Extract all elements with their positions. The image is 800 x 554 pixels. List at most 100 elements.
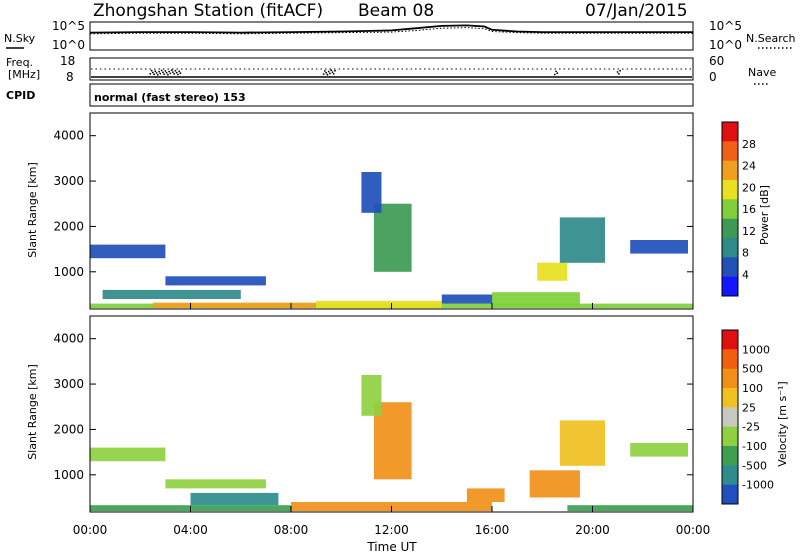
- freq-mark: [618, 73, 620, 75]
- y-tick-label: 1000: [53, 468, 84, 482]
- noise-ytick-top-right: 10^5: [709, 19, 742, 33]
- noise-ytick-bottom-right: 10^0: [709, 38, 742, 52]
- freq-mark: [322, 73, 325, 75]
- freq-mark: [619, 69, 621, 72]
- velocity-y-ticks: 1000 2000 3000 4000: [53, 332, 693, 482]
- n-sky-label: N.Sky: [4, 32, 36, 45]
- freq-ytick-bottom: 8: [66, 70, 74, 84]
- time-axis-label: Time UT: [366, 540, 417, 554]
- freq-mark: [165, 71, 168, 74]
- y-tick-label: 2000: [53, 219, 84, 233]
- freq-mark: [164, 70, 167, 72]
- velocity-colorbar: -1000 -500 -100 -25 25 100 500 1000: [721, 329, 774, 505]
- noise-ytick-top: 10^5: [52, 19, 85, 33]
- freq-scatter-marks: [149, 69, 621, 76]
- freq-mark: [325, 71, 328, 74]
- colorbar-swatch: [722, 122, 738, 142]
- colorbar-swatch: [722, 426, 738, 447]
- freq-mark: [151, 71, 154, 74]
- station-title: Zhongshan Station (fitACF): [93, 1, 323, 21]
- y-tick-label: 1000: [53, 265, 84, 279]
- colorbar-tick: -25: [742, 421, 760, 434]
- cpid-panel-frame: [89, 83, 694, 107]
- colorbar-swatch: [722, 180, 738, 200]
- power-ylabel: Slant Range [km]: [26, 162, 39, 258]
- colorbar-tick: 16: [742, 203, 756, 216]
- freq-mark: [177, 73, 179, 76]
- freq-mark: [162, 71, 164, 74]
- freq-mark: [175, 71, 178, 74]
- power-heatmap-cells: [90, 172, 693, 309]
- colorbar-swatch: [722, 141, 738, 162]
- heatmap-region: [466, 488, 505, 502]
- noise-ytick-bottom: 10^0: [52, 38, 85, 52]
- freq-panel-frame: [89, 57, 694, 81]
- colorbar-tick: 20: [742, 181, 756, 194]
- colorbar-frame: [721, 329, 739, 505]
- freq-mark: [156, 74, 159, 76]
- heatmap-region: [559, 217, 605, 263]
- freq-label-line2: [MHz]: [8, 68, 40, 81]
- colorbar-tick: 24: [742, 160, 756, 173]
- freq-mark: [168, 70, 171, 73]
- colorbar-tick: 28: [742, 138, 756, 151]
- freq-mark: [330, 69, 333, 72]
- time-tick-label: 12:00: [374, 523, 409, 537]
- nave-ytick-bottom: 0: [709, 70, 717, 84]
- heatmap-region: [316, 300, 442, 309]
- freq-ytick-top: 18: [60, 54, 75, 68]
- freq-mark: [616, 71, 619, 73]
- n-search-trace: [89, 27, 693, 35]
- freq-mark: [163, 73, 166, 75]
- freq-mark: [174, 69, 177, 72]
- freq-mark: [326, 73, 329, 76]
- time-tick-label: 00:00: [73, 523, 108, 537]
- heatmap-region: [102, 289, 241, 299]
- heatmap-region: [630, 240, 688, 254]
- nave-ytick-top: 60: [709, 54, 724, 68]
- colorbar-swatch: [722, 349, 738, 370]
- freq-mark: [173, 73, 176, 75]
- colorbar-swatch: [722, 407, 738, 428]
- time-tick-label: 16:00: [475, 523, 510, 537]
- power-colorbar-label: Power [dB]: [758, 185, 771, 245]
- heatmap-region: [630, 443, 688, 457]
- freq-label-line1: Freq.: [6, 56, 33, 69]
- colorbar-tick: 8: [742, 247, 749, 260]
- heatmap-region: [529, 470, 580, 498]
- y-tick-label: 4000: [53, 129, 84, 143]
- freq-mark: [556, 72, 559, 75]
- y-tick-label: 3000: [53, 377, 84, 391]
- heatmap-region: [90, 244, 166, 259]
- freq-mark: [327, 70, 330, 73]
- freq-mark: [155, 72, 158, 74]
- colorbar-tick: 12: [742, 225, 756, 238]
- colorbar-frame: [721, 121, 739, 297]
- y-tick-label: 2000: [53, 422, 84, 436]
- heatmap-region: [361, 375, 382, 416]
- colorbar-swatch: [722, 330, 738, 350]
- freq-mark: [158, 70, 161, 73]
- colorbar-swatch: [722, 446, 738, 466]
- freq-mark: [150, 69, 153, 72]
- cpid-mode-text: normal (fast stereo) 153: [94, 91, 246, 104]
- colorbar-tick: -100: [742, 440, 767, 453]
- colorbar-tick: 25: [742, 401, 756, 414]
- power-colorbar: 4 8 12 16 20 24 28: [721, 121, 756, 297]
- heatmap-region: [152, 302, 317, 308]
- freq-mark: [331, 71, 334, 73]
- heatmap-region: [559, 420, 605, 466]
- freq-mark: [555, 70, 557, 73]
- colorbar-swatch: [722, 465, 738, 486]
- freq-mark: [159, 72, 162, 75]
- velocity-colorbar-label: Velocity [m s⁻¹]: [776, 381, 789, 466]
- freq-mark: [329, 72, 331, 75]
- time-tick-label: 04:00: [173, 523, 208, 537]
- heatmap-region: [90, 447, 166, 462]
- freq-mark: [332, 73, 335, 75]
- colorbar-swatch: [722, 368, 738, 389]
- nave-label: Nave: [748, 66, 776, 79]
- heatmap-region: [441, 294, 493, 304]
- freq-mark: [169, 72, 172, 75]
- heatmap-region: [373, 203, 412, 272]
